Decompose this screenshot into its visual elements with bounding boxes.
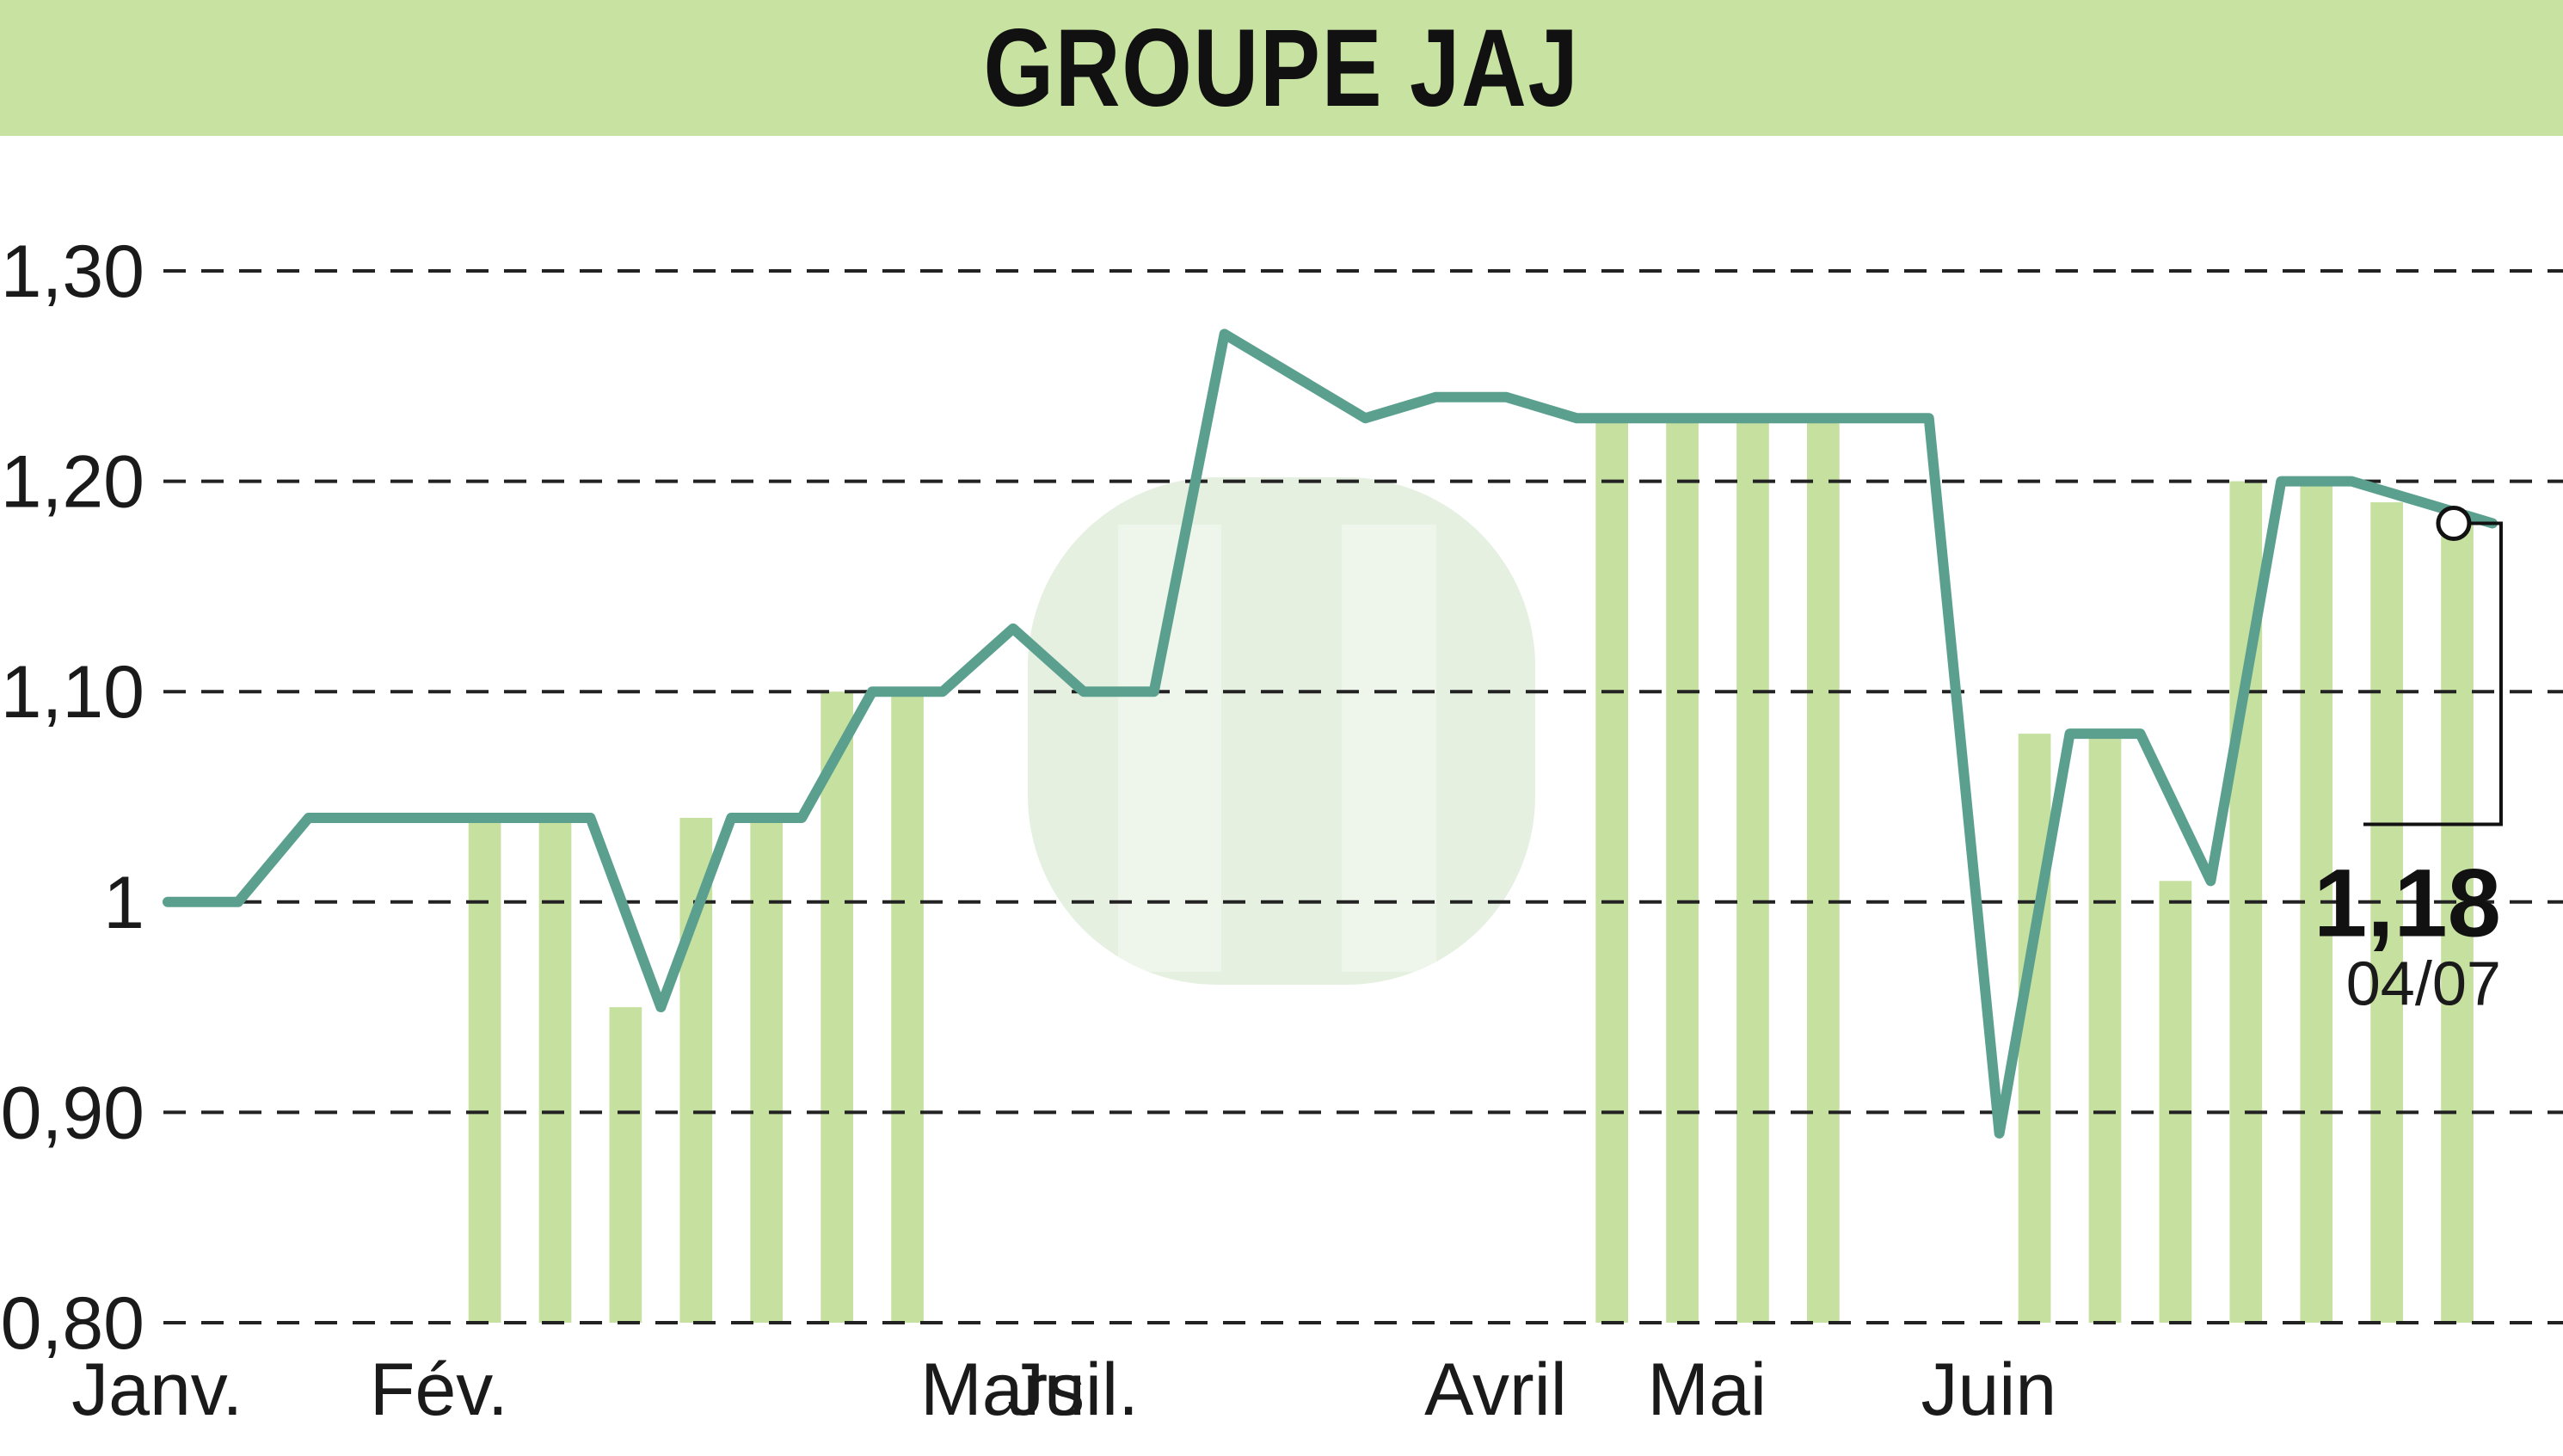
volume-band bbox=[609, 1007, 642, 1323]
y-tick-label: 0,80 bbox=[1, 1282, 144, 1365]
volume-band bbox=[821, 691, 853, 1323]
volume-band bbox=[1595, 418, 1628, 1324]
volume-band bbox=[2018, 734, 2051, 1323]
volume-band bbox=[2370, 502, 2403, 1323]
y-tick-label: 0,90 bbox=[1, 1072, 144, 1154]
chart-title: GROUPE JAJ bbox=[983, 6, 1580, 130]
last-value-date: 04/07 bbox=[2346, 950, 2501, 1019]
volume-band bbox=[468, 817, 501, 1323]
volume-band bbox=[2159, 881, 2192, 1323]
price-line bbox=[163, 329, 2498, 1139]
y-tick-label: 1,10 bbox=[1, 651, 144, 734]
y-tick-label: 1,30 bbox=[1, 230, 144, 313]
volume-band bbox=[1736, 418, 1769, 1324]
x-tick-label: Mars bbox=[920, 1348, 1085, 1431]
x-tick-label: Janv. bbox=[71, 1348, 243, 1431]
volume-bands bbox=[468, 418, 2474, 1324]
watermark-logo bbox=[1028, 477, 1535, 985]
volume-band bbox=[1666, 418, 1699, 1324]
watermark-shape bbox=[1028, 477, 1535, 985]
volume-band bbox=[750, 817, 784, 1323]
volume-band bbox=[1807, 418, 1840, 1324]
x-tick-label: Fév. bbox=[370, 1348, 508, 1431]
watermark-shape bbox=[1342, 525, 1436, 972]
x-tick-label: Juin bbox=[1921, 1348, 2056, 1431]
volume-band bbox=[2088, 734, 2122, 1323]
x-tick-label: Juil. bbox=[1007, 1348, 1139, 1431]
grid-lines bbox=[163, 269, 2563, 1324]
last-value-marker bbox=[2436, 506, 2472, 542]
volume-band bbox=[538, 817, 572, 1323]
price-series bbox=[163, 329, 2498, 1139]
x-tick-label: Mai bbox=[1647, 1348, 1767, 1431]
last-value-label: 1,18 bbox=[2314, 850, 2501, 957]
x-tick-label: Avril bbox=[1424, 1348, 1567, 1431]
volume-band bbox=[891, 691, 924, 1323]
title-banner bbox=[0, 0, 2563, 136]
volume-band bbox=[2441, 523, 2474, 1323]
y-tick-label: 1,20 bbox=[1, 441, 144, 524]
last-value-bracket bbox=[2363, 521, 2503, 826]
y-tick-label: 1 bbox=[103, 862, 144, 944]
y-axis: 1,30 1,20 1,10 1 0,90 0,80 bbox=[1, 230, 144, 1365]
